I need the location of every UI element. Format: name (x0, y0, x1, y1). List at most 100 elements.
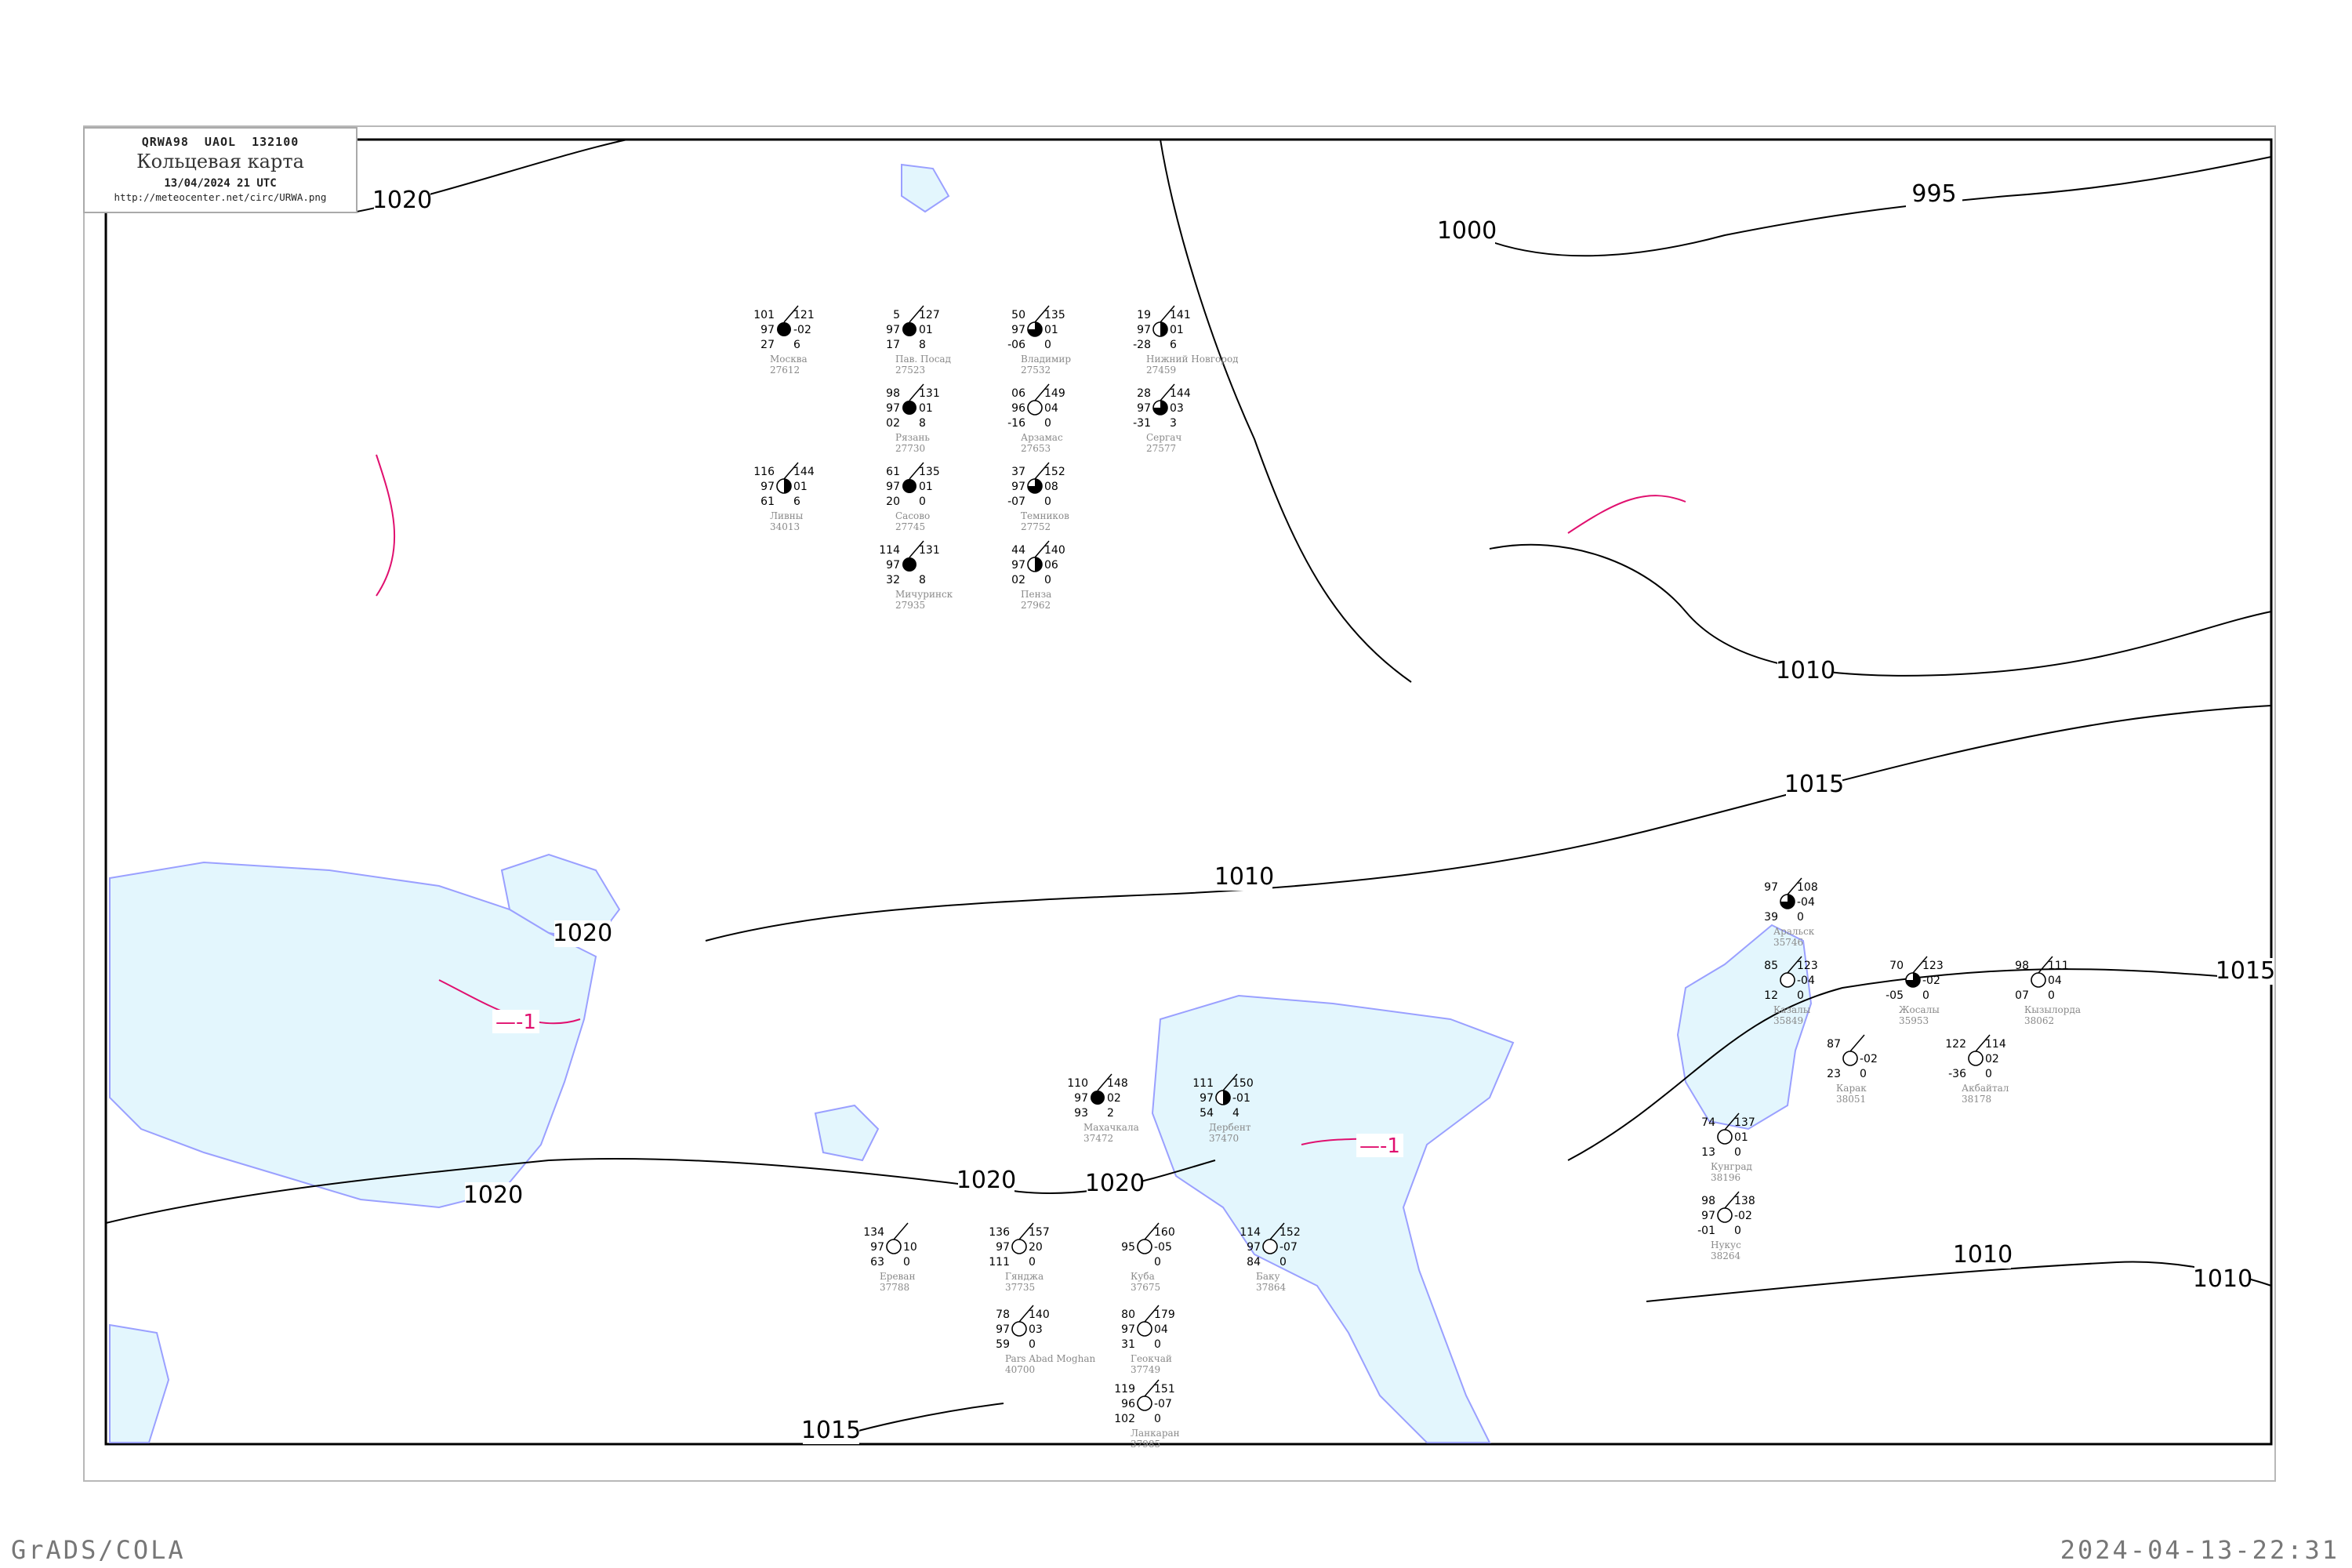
station-value-ml: 97 (1701, 1210, 1715, 1222)
cloud-cover-icon (2031, 972, 2046, 988)
station-name: Дербент (1209, 1122, 1251, 1133)
station-value-br: 6 (1170, 339, 1177, 351)
rybinsk-reservoir (901, 163, 950, 213)
station-name: Ливны (770, 510, 804, 521)
station-value-mr: 04 (2048, 975, 2062, 987)
station-value-bl: 31 (1121, 1338, 1135, 1351)
station-value-mr: 03 (1029, 1323, 1043, 1336)
isobar-label-bg (2217, 958, 2274, 985)
station-value-bl: 93 (1074, 1107, 1088, 1120)
isobar-label-bg (554, 920, 611, 947)
wind-barb-icon (1222, 1073, 1238, 1091)
cloud-cover-icon (1842, 1051, 1858, 1066)
station-name: Темников (1021, 510, 1069, 521)
station-value-tl: 114 (1240, 1226, 1261, 1239)
station-value-tr: 140 (1029, 1308, 1050, 1321)
cloud-cover-icon (1011, 1321, 1027, 1337)
station-value-br: 0 (1029, 1338, 1036, 1351)
station-value-tl: 98 (886, 387, 900, 400)
isobar-label-bg (1777, 658, 1834, 684)
station-value-ml: 97 (870, 1241, 884, 1254)
station-value-bl: -31 (1133, 417, 1151, 430)
station-id: 38051 (1836, 1094, 1866, 1105)
station-value-bl: -01 (1697, 1225, 1715, 1237)
station-name: Ереван (880, 1271, 915, 1282)
station-value-bl: -16 (1007, 417, 1025, 430)
station-value-br: 0 (1154, 1413, 1161, 1425)
station-value-ml: 97 (1137, 324, 1151, 336)
station-value-br: 8 (919, 339, 926, 351)
isotherm-label-bg (492, 1010, 539, 1033)
wind-barb-icon (909, 462, 924, 480)
station-value-bl: -07 (1007, 495, 1025, 508)
cloud-cover-full-icon (902, 322, 916, 336)
station-value-tl: 134 (863, 1226, 884, 1239)
cloud-cover-icon (1011, 1239, 1027, 1254)
isobar-label-bg (1906, 181, 1962, 208)
station-value-bl: -05 (1886, 989, 1904, 1002)
wind-barb-icon (1144, 1379, 1160, 1397)
station-value-mr: -04 (1797, 896, 1815, 909)
station-value-ml: 95 (1121, 1241, 1135, 1254)
wind-barb-icon (1034, 540, 1050, 558)
station-value-mr: -02 (1734, 1210, 1752, 1222)
station-value-tl: 70 (1889, 960, 1904, 972)
station-value-tr: 144 (793, 466, 815, 478)
source-url[interactable]: http://meteocenter.net/circ/URWA.png (114, 191, 327, 203)
wind-barb-icon (1018, 1222, 1034, 1240)
station-name: Нижний Новгород (1146, 354, 1239, 365)
cloud-cover-three-quarter-icon (1028, 479, 1042, 493)
station-value-tl: 111 (1192, 1077, 1214, 1090)
station-value-tl: 101 (753, 309, 775, 321)
station-id: 27612 (770, 365, 800, 376)
station-value-bl: 32 (886, 574, 900, 586)
isotherm-label: —-1 (495, 1011, 536, 1034)
station-value-br: 4 (1232, 1107, 1240, 1120)
station-name: Владимир (1021, 354, 1071, 365)
render-timestamp: 2024-04-13-22:31 (2060, 1535, 2339, 1565)
station-value-tl: 136 (989, 1226, 1010, 1239)
station-id: 37864 (1256, 1282, 1287, 1293)
isobar-label-bg (1955, 1242, 2011, 1269)
cloud-cover-icon (1262, 1239, 1278, 1254)
cloud-cover-half-icon (1035, 557, 1042, 572)
station-id: 27752 (1021, 521, 1051, 532)
station-id: 27745 (895, 521, 925, 532)
station-value-tr: 148 (1107, 1077, 1128, 1090)
station-value-tr: 135 (1044, 309, 1065, 321)
station-id: 35746 (1773, 937, 1803, 948)
station-name: Pars Abad Moghan (1005, 1353, 1095, 1364)
station-value-bl: 20 (886, 495, 900, 508)
map-datetime: 13/04/2024 21 UTC (164, 177, 277, 190)
station-id: 37675 (1131, 1282, 1160, 1293)
bulletin-code: QRWA98 UAOL 132100 (141, 135, 299, 149)
station-value-tr: 179 (1154, 1308, 1175, 1321)
station-value-tl: 119 (1114, 1383, 1135, 1396)
station-value-bl: 27 (760, 339, 775, 351)
station-name: Кунград (1711, 1161, 1752, 1172)
station-value-br: 0 (1734, 1146, 1741, 1159)
wind-barb-icon (1849, 1034, 1865, 1052)
station-value-mr: 01 (793, 481, 808, 493)
wind-barb-icon (1018, 1305, 1034, 1323)
wind-barb-icon (1787, 956, 1802, 974)
isobar-label-bg (1439, 218, 1495, 245)
station-value-ml: 97 (886, 324, 900, 336)
station-id: 27523 (895, 365, 925, 376)
wind-barb-icon (909, 383, 924, 401)
station-value-tr: 135 (919, 466, 940, 478)
isobar-label-bg (1087, 1171, 1143, 1197)
station-value-ml: 97 (1247, 1241, 1261, 1254)
station-value-tl: 85 (1764, 960, 1778, 972)
station-name: Карак (1836, 1083, 1867, 1094)
station-value-br: 0 (2048, 989, 2055, 1002)
station-value-mr: 04 (1154, 1323, 1168, 1336)
